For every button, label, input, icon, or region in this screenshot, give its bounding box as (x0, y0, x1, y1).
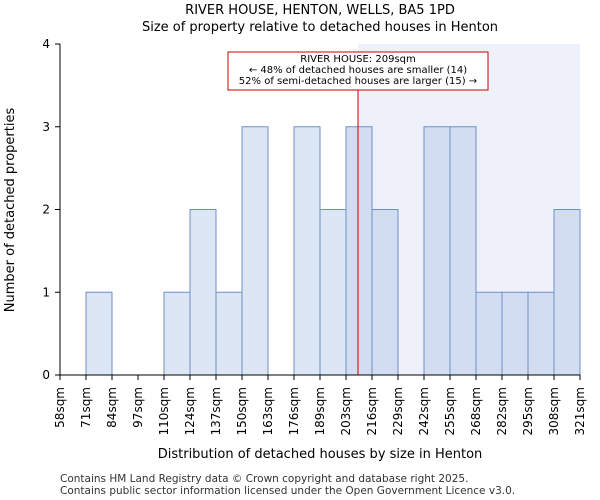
chart-title: RIVER HOUSE, HENTON, WELLS, BA5 1PD (185, 3, 455, 18)
x-tick-label: 189sqm (313, 387, 327, 435)
y-tick-label: 4 (42, 37, 50, 51)
x-tick-label: 71sqm (79, 387, 93, 428)
x-tick-label: 242sqm (417, 387, 431, 435)
bar-110sqm (163, 291, 191, 376)
x-tick-label: 321sqm (573, 387, 587, 435)
y-tick-label: 1 (42, 285, 50, 299)
x-tick-label: 150sqm (235, 387, 249, 435)
x-tick-label: 97sqm (131, 387, 145, 428)
y-axis-label: Number of detached properties (3, 108, 18, 313)
bar-203sqm (345, 126, 373, 376)
y-tick-label: 3 (42, 120, 50, 134)
x-tick-label: 203sqm (339, 387, 353, 435)
x-tick-label: 110sqm (157, 387, 171, 435)
footer-line-2: Contains public sector information licen… (60, 485, 515, 497)
bar-295sqm (527, 291, 555, 376)
x-tick-label: 84sqm (105, 387, 119, 428)
x-tick-label: 308sqm (547, 387, 561, 435)
x-tick-label: 295sqm (521, 387, 535, 435)
bar-71sqm (85, 291, 113, 376)
x-tick-label: 268sqm (469, 387, 483, 435)
x-tick-label: 216sqm (365, 387, 379, 435)
x-axis-label: Distribution of detached houses by size … (158, 447, 483, 462)
bar-282sqm (501, 291, 529, 376)
bar-268sqm (475, 291, 503, 376)
y-tick-label: 0 (42, 368, 50, 382)
annotation-box: RIVER HOUSE: 209sqm ← 48% of detached ho… (227, 51, 489, 91)
y-tick-label: 2 (42, 203, 50, 217)
bar-242sqm (423, 126, 451, 376)
bar-176sqm (293, 126, 321, 376)
bar-308sqm (553, 209, 581, 376)
bar-150sqm (241, 126, 269, 376)
x-tick-label: 137sqm (209, 387, 223, 435)
bar-137sqm (215, 291, 243, 376)
x-tick-label: 58sqm (53, 387, 67, 428)
x-tick-label: 124sqm (183, 387, 197, 435)
annotation-frame (227, 51, 489, 91)
x-tick-label: 163sqm (261, 387, 275, 435)
annotation-line-3: 52% of semi-detached houses are larger (… (239, 76, 477, 87)
x-tick-label: 176sqm (287, 387, 301, 435)
bar-189sqm (319, 209, 347, 376)
x-tick-label: 229sqm (391, 387, 405, 435)
bar-255sqm (449, 126, 477, 376)
annotation-line-2: ← 48% of detached houses are smaller (14… (249, 65, 467, 76)
chart-subtitle: Size of property relative to detached ho… (142, 20, 498, 35)
x-tick-label: 255sqm (443, 387, 457, 435)
x-tick-label: 282sqm (495, 387, 509, 435)
footer-line-1: Contains HM Land Registry data © Crown c… (60, 473, 468, 485)
bar-124sqm (189, 209, 217, 376)
bar-216sqm (371, 209, 399, 376)
annotation-line-1: RIVER HOUSE: 209sqm (300, 54, 416, 65)
